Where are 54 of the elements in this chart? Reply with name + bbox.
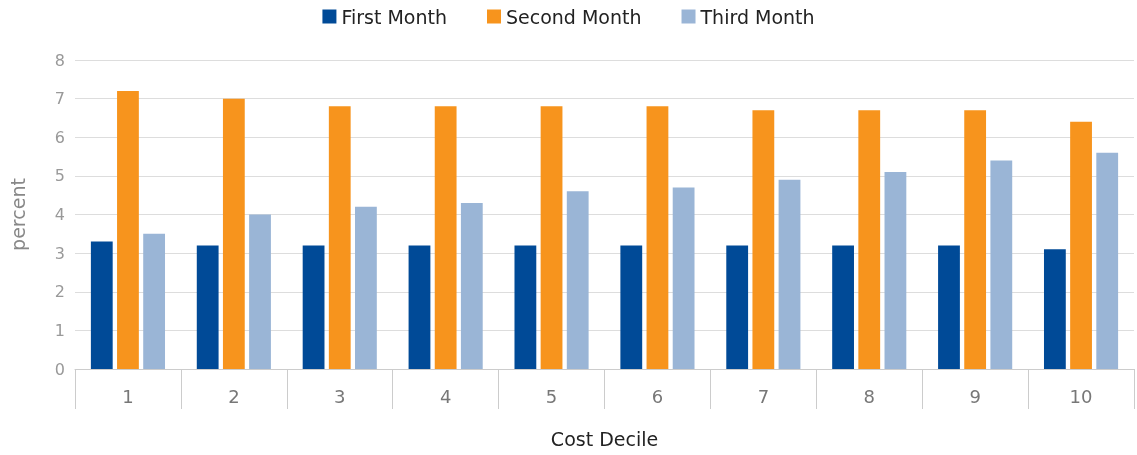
bar (514, 245, 537, 369)
bar (1096, 152, 1119, 369)
y-tick-label: 6 (54, 127, 65, 147)
x-tick-label: 5 (545, 385, 558, 407)
bar (196, 245, 219, 369)
y-tick-label: 0 (54, 359, 65, 379)
bar (117, 90, 139, 369)
bar (672, 187, 695, 369)
bar (990, 160, 1013, 369)
x-tick-label: 3 (334, 385, 346, 407)
bar (460, 202, 483, 369)
y-tick-label: 2 (54, 282, 65, 302)
bar (90, 241, 113, 369)
bar (884, 172, 907, 369)
bar (249, 214, 271, 369)
y-tick-label: 3 (54, 243, 65, 263)
bar (858, 110, 881, 369)
x-tick-label: 10 (1069, 385, 1093, 407)
bar (302, 245, 325, 369)
bar (355, 206, 377, 369)
y-tick-label: 8 (54, 50, 65, 70)
bar (1070, 121, 1092, 369)
bar (938, 245, 960, 369)
x-tick-label: 2 (228, 385, 240, 407)
bar (646, 106, 669, 369)
bar (752, 110, 775, 369)
bar (964, 110, 987, 369)
x-axis-title: Cost Decile (550, 427, 659, 450)
bar (434, 106, 457, 369)
y-tick-label: 4 (54, 205, 65, 224)
bar (1043, 249, 1066, 369)
bar (726, 245, 749, 369)
y-tick-label: 5 (54, 166, 65, 186)
bar (778, 179, 801, 369)
bar (832, 245, 854, 369)
x-tick-label: 8 (863, 385, 875, 407)
bar (566, 191, 589, 369)
bar (143, 233, 166, 369)
y-axis-title: percent (6, 178, 29, 251)
bar (620, 245, 643, 369)
bar (328, 106, 351, 369)
bar (540, 106, 563, 369)
legend-label: Second Month (506, 5, 642, 28)
y-tick-label: 1 (54, 320, 65, 340)
x-tick-label: 7 (757, 385, 770, 407)
x-tick-label: 9 (969, 385, 981, 407)
x-tick-label: 1 (122, 385, 134, 407)
x-tick-label: 6 (651, 385, 664, 407)
legend-label: First Month (341, 5, 448, 28)
legend-label: Third Month (699, 5, 815, 28)
bar (222, 98, 245, 369)
bar (408, 245, 431, 369)
x-tick-label: 4 (439, 385, 452, 407)
y-tick-label: 7 (54, 89, 65, 109)
